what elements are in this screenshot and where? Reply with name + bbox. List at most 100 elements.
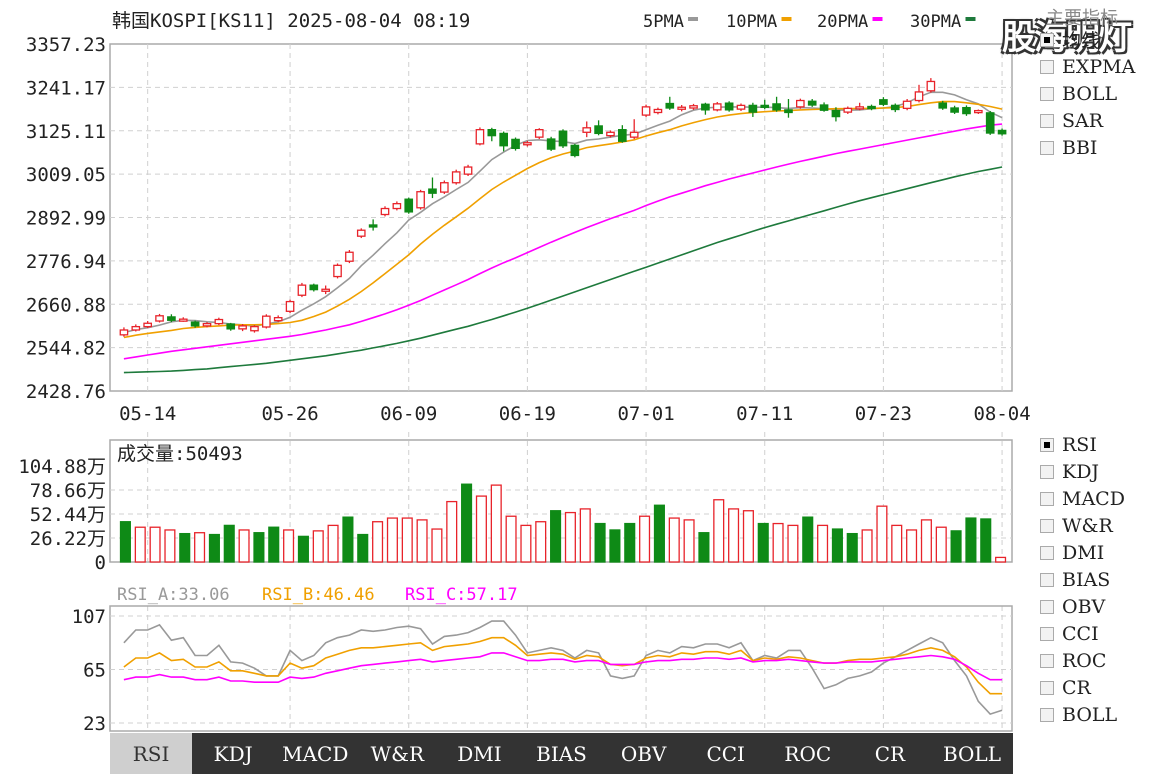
price-tick-label: 3241.17 <box>26 77 106 99</box>
candle-body <box>499 132 508 147</box>
volume-bar <box>594 522 606 563</box>
sub-indicator-boll[interactable]: BOLL <box>1040 701 1125 728</box>
candle-body <box>345 251 354 262</box>
sub-indicator-kdj[interactable]: KDJ <box>1040 458 1125 485</box>
volume-bar <box>520 524 532 563</box>
candle-body <box>273 317 283 322</box>
candle-body <box>487 129 497 137</box>
checkbox-icon[interactable] <box>1040 518 1054 533</box>
candle-body <box>167 316 176 321</box>
tab-cci[interactable]: CCI <box>706 741 745 766</box>
sub-indicator-macd[interactable]: MACD <box>1040 485 1125 512</box>
sub-indicator-bias[interactable]: BIAS <box>1040 566 1125 593</box>
volume-bar <box>223 524 235 563</box>
checkbox-icon[interactable] <box>1040 491 1054 506</box>
tab-rsi[interactable]: RSI <box>110 733 193 774</box>
sub-indicator-rsi[interactable]: RSI <box>1040 431 1125 458</box>
sub-indicator-roc[interactable]: ROC <box>1040 647 1125 674</box>
checkbox-icon[interactable] <box>1040 32 1054 47</box>
indicator-label: OBV <box>1062 595 1106 618</box>
sub-indicator-cr[interactable]: CR <box>1040 674 1125 701</box>
candle-body <box>546 138 556 150</box>
candle-body <box>997 129 1007 135</box>
date-axis: 05-14 05-26 06-09 06-19 07-01 07-11 07-23 08-04 <box>119 403 1031 425</box>
main-indicator-expma[interactable]: EXPMA <box>1040 53 1135 80</box>
checkbox-icon[interactable] <box>1040 707 1054 722</box>
volume-bar <box>164 529 176 563</box>
volume-bars <box>110 483 1012 563</box>
price-tick-label: 2544.82 <box>26 338 106 360</box>
ma-legend: 5PMA 10PMA 20PMA 30PMA <box>643 12 976 32</box>
tab-macd[interactable]: MACD <box>282 741 349 766</box>
volume-bar <box>772 522 784 563</box>
checkbox-icon[interactable] <box>1040 653 1054 668</box>
checkbox-icon[interactable] <box>1040 599 1054 614</box>
volume-bar <box>653 504 665 563</box>
main-indicator-bbi[interactable]: BBI <box>1040 134 1135 161</box>
candle-body <box>772 103 781 111</box>
volume-bar <box>431 528 443 563</box>
rsi-b-line <box>123 636 1003 695</box>
candle-body <box>902 100 912 110</box>
tab-kdj[interactable]: KDJ <box>213 741 253 766</box>
checkbox-icon[interactable] <box>1040 572 1054 587</box>
candle-body <box>736 104 746 110</box>
sub-indicator-panel: RSI KDJ MACD W&R DMI BIAS OBV CCI ROC CR BOLL <box>1040 431 1125 728</box>
candle-body <box>629 131 639 138</box>
volume-bar <box>831 528 843 563</box>
candle-body <box>440 182 449 193</box>
candle-body <box>475 129 485 145</box>
main-indicator-sar[interactable]: SAR <box>1040 107 1135 134</box>
checkbox-icon[interactable] <box>1040 545 1054 560</box>
volume-bar <box>742 510 754 563</box>
rsi-b-label: RSI_B:46.46 <box>262 585 375 605</box>
sub-indicator-cci[interactable]: CCI <box>1040 620 1125 647</box>
ma-legend-swatch <box>965 17 976 21</box>
tab-obv[interactable]: OBV <box>620 741 667 766</box>
sub-indicator-w-r[interactable]: W&R <box>1040 512 1125 539</box>
volume-bar <box>134 526 146 563</box>
date-tick-label: 08-04 <box>973 403 1030 425</box>
watermark-logo: 股海明灯 <box>1002 18 1132 58</box>
candle-body <box>867 105 876 110</box>
volume-bar <box>208 533 220 563</box>
checkbox-icon[interactable] <box>1040 437 1054 452</box>
tab-roc[interactable]: ROC <box>784 741 832 766</box>
volume-bar <box>238 529 250 563</box>
volume-tick-label: 52.44万 <box>30 504 106 526</box>
volume-bar <box>283 529 295 563</box>
candle-body <box>262 315 271 328</box>
checkbox-icon[interactable] <box>1040 626 1054 641</box>
checkbox-icon[interactable] <box>1040 680 1054 695</box>
checkbox-icon[interactable] <box>1040 113 1054 128</box>
volume-bar <box>624 522 636 563</box>
tab-boll[interactable]: BOLL <box>942 741 1001 766</box>
volume-bar <box>564 511 576 563</box>
tab-cr[interactable]: CR <box>874 741 906 766</box>
main-indicator-boll[interactable]: BOLL <box>1040 80 1135 107</box>
tab-bias[interactable]: BIAS <box>536 741 587 766</box>
indicator-label: BOLL <box>1062 82 1118 105</box>
main-indicator-[interactable]: 均线 <box>1040 26 1135 53</box>
volume-bar <box>505 515 517 563</box>
candle-body <box>380 207 390 216</box>
candle-body <box>950 107 959 113</box>
candle-body <box>570 144 580 157</box>
sub-indicator-obv[interactable]: OBV <box>1040 593 1125 620</box>
sub-indicator-dmi[interactable]: DMI <box>1040 539 1125 566</box>
checkbox-icon[interactable] <box>1040 59 1054 74</box>
tab-dmi[interactable]: DMI <box>457 741 502 766</box>
checkbox-icon[interactable] <box>1040 140 1054 155</box>
rsi-lines <box>110 615 1012 724</box>
volume-bar <box>535 521 547 563</box>
candle-body <box>748 104 758 113</box>
candle-body <box>416 191 425 209</box>
checkbox-icon[interactable] <box>1040 86 1054 101</box>
candle-body <box>784 109 793 114</box>
tab-w-r[interactable]: W&R <box>370 741 425 766</box>
volume-tick-label: 78.66万 <box>30 480 106 502</box>
candle-body <box>119 329 129 336</box>
checkbox-icon[interactable] <box>1040 464 1054 479</box>
candle-body <box>760 104 770 109</box>
chart-title: 韩国KOSPI[KS11] 2025-08-04 08:19 <box>112 10 470 32</box>
